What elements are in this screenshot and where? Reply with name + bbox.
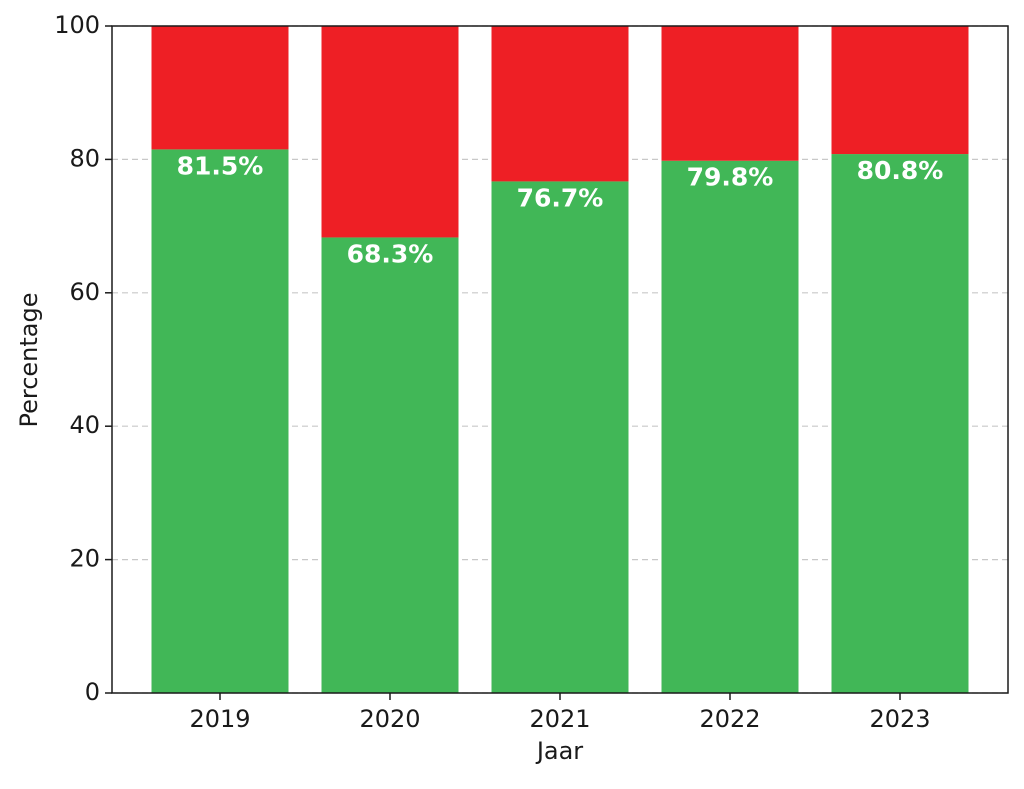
value-label: 80.8% <box>857 156 944 185</box>
y-tick-label: 60 <box>69 278 100 306</box>
y-tick-label: 20 <box>69 545 100 573</box>
x-tick-label: 2022 <box>699 705 760 733</box>
bar-segment <box>661 26 799 161</box>
bar-segment <box>831 154 969 694</box>
bar-segment <box>831 26 969 155</box>
x-tick-label: 2023 <box>869 705 930 733</box>
bar-segment <box>661 160 799 693</box>
y-tick-label: 80 <box>69 144 100 172</box>
x-axis-label: Jaar <box>535 737 583 765</box>
y-axis-label: Percentage <box>15 292 43 427</box>
bar-segment <box>151 149 289 693</box>
bar-segment <box>491 181 629 693</box>
y-tick-label: 100 <box>54 11 100 39</box>
y-tick-label: 40 <box>69 411 100 439</box>
value-label: 68.3% <box>347 239 434 268</box>
value-label: 81.5% <box>177 151 264 180</box>
bar-segment <box>321 237 459 693</box>
value-label: 76.7% <box>517 183 604 212</box>
bar-segment <box>151 26 289 150</box>
plot-frame <box>111 25 1009 694</box>
bar-segment <box>321 26 459 238</box>
x-tick-label: 2020 <box>359 705 420 733</box>
value-label: 79.8% <box>687 163 774 192</box>
bar-segment <box>491 26 629 182</box>
x-tick-label: 2021 <box>529 705 590 733</box>
x-tick-label: 2019 <box>189 705 250 733</box>
y-tick-label: 0 <box>85 678 100 706</box>
